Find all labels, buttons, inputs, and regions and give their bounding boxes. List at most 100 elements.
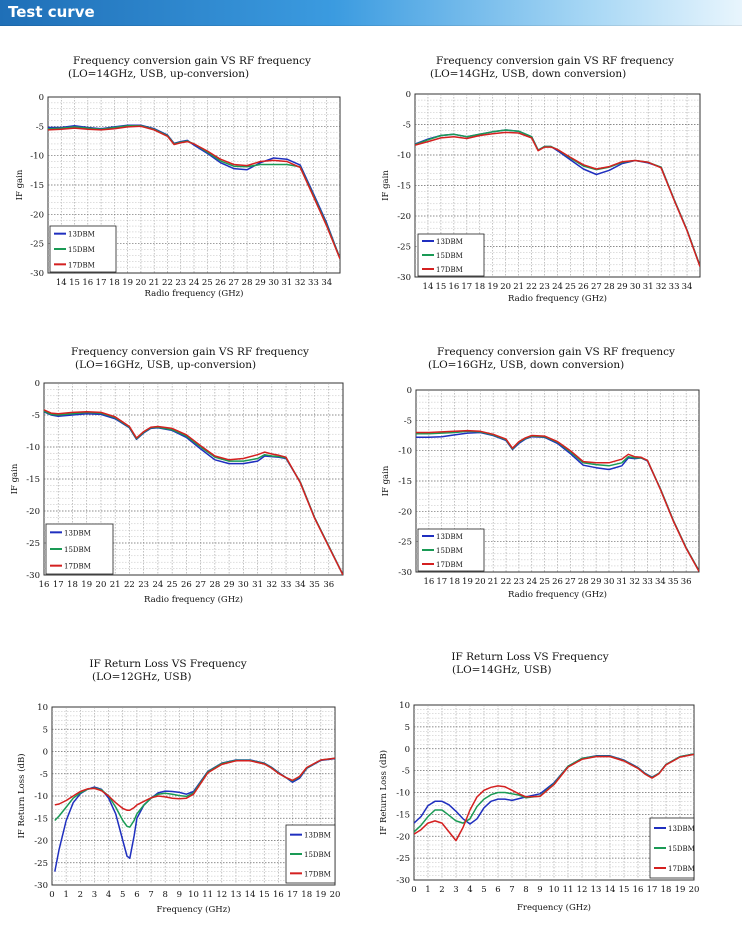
y-tick-label: -30 (396, 876, 410, 886)
chart-1: Frequency conversion gain VS RF frequenc… (15, 55, 341, 299)
y-tick-label: -10 (396, 789, 410, 799)
x-tick-label: 20 (330, 890, 341, 900)
y-tick-label: -25 (396, 854, 410, 864)
x-tick-label: 16 (82, 278, 93, 288)
x-tick-label: 35 (309, 580, 320, 590)
series-line-17DBM (48, 125, 340, 260)
x-tick-label: 8 (162, 890, 167, 900)
x-tick-label: 24 (526, 577, 537, 587)
x-tick-label: 21 (488, 577, 499, 587)
x-tick-label: 27 (228, 278, 239, 288)
chart-5: IF Return Loss VS Frequency(LO=12GHz, US… (16, 658, 340, 915)
x-tick-label: 33 (281, 580, 292, 590)
x-tick-label: 27 (195, 580, 206, 590)
y-tick-label: -20 (26, 507, 40, 517)
x-tick-label: 29 (617, 282, 628, 292)
x-tick-label: 30 (630, 282, 641, 292)
x-tick-label: 19 (122, 278, 133, 288)
y-tick-label: 10 (399, 701, 410, 711)
x-axis-label: Frequency (GHz) (157, 904, 231, 915)
y-tick-label: -25 (397, 243, 411, 253)
legend-label-17DBM: 17DBM (668, 865, 695, 873)
x-tick-label: 22 (162, 278, 173, 288)
legend: 13DBM 15DBM 17DBM (49, 225, 117, 273)
x-tick-label: 12 (216, 890, 227, 900)
y-tick-label: -5 (404, 416, 412, 426)
x-tick-label: 5 (120, 890, 125, 900)
chart-3: Frequency conversion gain VS RF frequenc… (10, 346, 344, 605)
x-tick-label: 26 (215, 278, 226, 288)
x-tick-label: 3 (453, 885, 458, 895)
x-tick-label: 8 (523, 885, 528, 895)
series-line-17DBM (416, 429, 699, 572)
x-tick-label: 20 (689, 885, 700, 895)
legend-label-13DBM: 13DBM (668, 825, 695, 833)
x-tick-label: 26 (181, 580, 192, 590)
legend: 13DBM 15DBM 17DBM (649, 817, 695, 879)
x-tick-label: 30 (268, 278, 279, 288)
x-tick-label: 24 (152, 580, 163, 590)
x-tick-label: 5 (481, 885, 486, 895)
x-axis-label: Radio frequency (GHz) (508, 293, 607, 304)
legend-label-15DBM: 15DBM (436, 252, 463, 260)
x-tick-label: 34 (682, 282, 693, 292)
y-tick-label: 5 (405, 723, 410, 733)
x-tick-label: 36 (323, 580, 334, 590)
x-tick-label: 26 (552, 577, 563, 587)
x-tick-label: 23 (138, 580, 149, 590)
x-tick-label: 34 (295, 580, 306, 590)
x-tick-label: 26 (578, 282, 589, 292)
legend: 13DBM 15DBM 17DBM (417, 233, 485, 277)
legend-label-13DBM: 13DBM (64, 529, 91, 537)
page-title: Test curve (8, 3, 95, 21)
x-tick-label: 19 (81, 580, 92, 590)
x-axis-label: Radio frequency (GHz) (144, 594, 243, 605)
x-tick-label: 16 (39, 580, 50, 590)
y-tick-label: -20 (396, 832, 410, 842)
y-tick-label: -15 (396, 810, 410, 820)
x-axis-label: Frequency (GHz) (517, 902, 591, 913)
y-tick-label: -30 (398, 568, 412, 578)
x-tick-label: 34 (655, 577, 666, 587)
x-tick-label: 14 (423, 282, 434, 292)
x-tick-label: 11 (202, 890, 213, 900)
y-tick-label: -5 (403, 121, 411, 131)
x-tick-label: 32 (266, 580, 277, 590)
y-tick-label: 0 (405, 745, 410, 755)
x-tick-label: 11 (563, 885, 574, 895)
chart-subtitle: (LO=14GHz, USB, up-conversion) (68, 68, 249, 80)
x-tick-label: 17 (96, 278, 107, 288)
x-tick-label: 4 (467, 885, 472, 895)
y-tick-label: -15 (26, 475, 40, 485)
x-tick-label: 25 (565, 282, 576, 292)
x-tick-label: 28 (578, 577, 589, 587)
x-tick-label: 1 (425, 885, 430, 895)
x-axis-label: Radio frequency (GHz) (145, 288, 244, 299)
x-tick-label: 29 (255, 278, 266, 288)
x-tick-label: 21 (110, 580, 121, 590)
y-tick-label: -15 (30, 181, 44, 191)
legend-label-17DBM: 17DBM (436, 561, 463, 569)
x-tick-label: 21 (513, 282, 524, 292)
chart-subtitle: (LO=14GHz, USB) (452, 664, 551, 676)
legend-label-17DBM: 17DBM (64, 563, 91, 571)
chart-title: Frequency conversion gain VS RF frequenc… (73, 55, 311, 67)
x-tick-label: 32 (629, 577, 640, 587)
x-tick-label: 30 (604, 577, 615, 587)
chart-6: IF Return Loss VS Frequency(LO=14GHz, US… (378, 651, 699, 913)
chart-4: Frequency conversion gain VS RF frequenc… (381, 346, 700, 600)
y-tick-label: 0 (35, 379, 40, 389)
y-axis-label: IF gain (15, 169, 25, 200)
x-tick-label: 0 (49, 890, 54, 900)
x-axis-label: Radio frequency (GHz) (508, 589, 607, 600)
x-tick-label: 24 (552, 282, 563, 292)
x-tick-label: 18 (449, 577, 460, 587)
x-tick-label: 17 (287, 890, 298, 900)
x-tick-label: 23 (513, 577, 524, 587)
x-tick-label: 10 (549, 885, 560, 895)
legend-label-15DBM: 15DBM (668, 845, 695, 853)
x-tick-label: 31 (281, 278, 292, 288)
y-tick-label: -30 (34, 881, 48, 891)
legend-label-13DBM: 13DBM (436, 238, 463, 246)
chart-title: Frequency conversion gain VS RF frequenc… (437, 346, 675, 358)
